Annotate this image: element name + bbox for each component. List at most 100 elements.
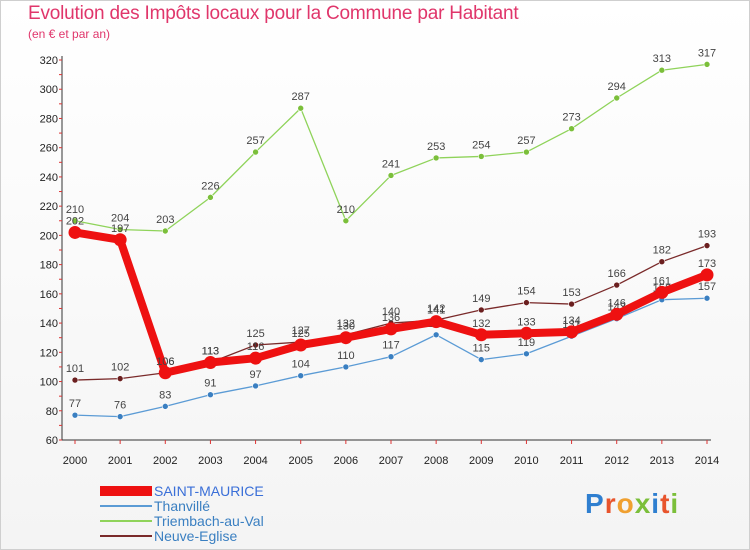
- data-label: 203: [156, 214, 174, 226]
- x-tick-label: 2002: [153, 455, 177, 467]
- data-point: [342, 217, 350, 225]
- data-point: [477, 153, 485, 160]
- data-label: 83: [159, 389, 171, 401]
- data-point: [474, 328, 488, 342]
- data-point: [658, 66, 666, 74]
- data-label: 241: [382, 158, 400, 170]
- x-tick-label: 2011: [560, 455, 584, 467]
- data-point: [477, 356, 485, 363]
- data-point: [207, 194, 214, 201]
- data-label: 257: [517, 135, 535, 147]
- y-tick-label: 160: [40, 289, 58, 301]
- data-label: 173: [698, 258, 716, 270]
- logo-letter: i: [670, 488, 680, 519]
- data-label: 294: [608, 81, 626, 93]
- proxiti-logo: Proxiti: [585, 488, 679, 520]
- data-point: [71, 411, 79, 419]
- legend-swatch: [100, 486, 152, 496]
- data-label: 125: [292, 328, 310, 340]
- x-tick-label: 2000: [63, 455, 87, 467]
- data-point: [71, 217, 79, 225]
- y-tick-label: 80: [46, 406, 58, 418]
- data-point: [568, 125, 575, 132]
- data-point: [387, 353, 395, 360]
- data-label: 197: [111, 223, 129, 235]
- logo-letter: P: [585, 488, 605, 519]
- data-point: [252, 341, 259, 349]
- data-point: [71, 376, 79, 384]
- data-label: 210: [66, 204, 84, 216]
- data-point: [339, 331, 353, 345]
- data-label: 253: [427, 141, 445, 153]
- data-label: 149: [472, 293, 490, 305]
- data-point: [207, 391, 214, 398]
- data-point: [565, 325, 579, 339]
- data-label: 210: [337, 204, 355, 216]
- y-tick-label: 100: [40, 377, 58, 389]
- legend-swatch: [100, 535, 152, 537]
- data-point: [294, 338, 308, 352]
- x-tick-label: 2009: [469, 455, 493, 467]
- data-point: [161, 227, 169, 235]
- data-label: 116: [247, 341, 265, 353]
- chart-subtitle: (en € et par an): [28, 27, 111, 41]
- data-label: 133: [517, 316, 535, 328]
- data-label: 106: [156, 356, 174, 368]
- data-point: [613, 94, 621, 102]
- legend-label: SAINT-MAURICE: [154, 483, 264, 499]
- data-label: 132: [472, 318, 490, 330]
- data-point: [432, 154, 440, 162]
- data-point: [703, 242, 711, 249]
- data-point: [523, 299, 530, 306]
- data-point: [113, 233, 127, 247]
- y-tick-label: 200: [40, 230, 58, 242]
- data-label: 153: [562, 287, 580, 299]
- x-tick-label: 2001: [108, 455, 132, 467]
- y-tick-label: 220: [40, 201, 58, 213]
- data-point: [655, 285, 669, 299]
- data-point: [384, 322, 398, 336]
- legend-swatch: [100, 520, 152, 522]
- data-label: 115: [473, 343, 491, 355]
- data-point: [387, 172, 395, 179]
- data-label: 140: [382, 306, 400, 318]
- data-label: 154: [517, 286, 535, 298]
- x-tick-label: 2003: [198, 455, 222, 467]
- x-tick-label: 2014: [695, 455, 719, 467]
- data-label: 77: [69, 398, 81, 410]
- data-label: 101: [66, 363, 84, 375]
- data-point: [519, 326, 533, 340]
- data-point: [610, 307, 624, 321]
- x-tick-label: 2006: [334, 455, 358, 467]
- data-point: [700, 268, 714, 282]
- data-label: 113: [202, 346, 220, 358]
- data-label: 102: [111, 362, 129, 374]
- data-point: [249, 351, 263, 365]
- x-tick-label: 2005: [288, 455, 312, 467]
- legend-swatch: [100, 505, 152, 507]
- data-label: 254: [472, 139, 490, 151]
- data-label: 97: [249, 369, 261, 381]
- chart-title: Evolution des Impôts locaux pour la Comm…: [28, 3, 519, 24]
- data-point: [158, 366, 172, 380]
- data-label: 182: [653, 245, 671, 257]
- data-point: [477, 306, 485, 314]
- logo-letter: t: [660, 488, 671, 519]
- legend-label: Thanvillé: [154, 498, 211, 514]
- logo-letter: o: [616, 488, 635, 519]
- logo-letter: x: [634, 488, 652, 519]
- data-label: 104: [292, 359, 310, 371]
- data-point: [203, 356, 217, 370]
- data-label: 193: [698, 229, 716, 241]
- x-tick-label: 2004: [243, 455, 267, 467]
- data-label: 157: [698, 281, 716, 293]
- data-label: 113: [202, 346, 220, 358]
- data-label: 317: [698, 47, 716, 59]
- x-tick-label: 2010: [514, 455, 538, 467]
- y-tick-label: 320: [40, 55, 58, 67]
- logo-letter: r: [604, 488, 617, 519]
- data-point: [161, 403, 169, 410]
- x-tick-label: 2008: [424, 455, 448, 467]
- data-label: 141: [427, 305, 445, 317]
